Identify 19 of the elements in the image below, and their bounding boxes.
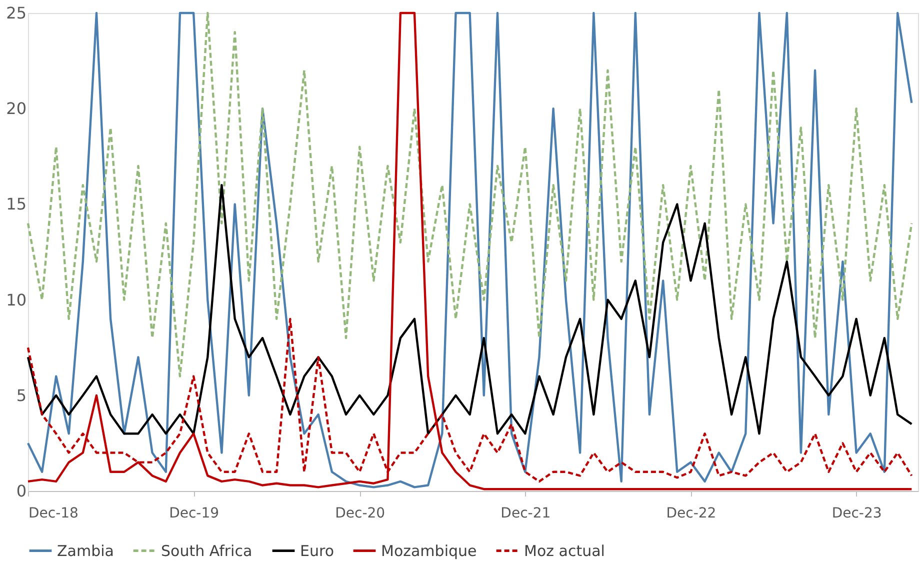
legend-label: Euro bbox=[300, 542, 334, 560]
y-tick-label: 10 bbox=[6, 290, 26, 310]
legend-label: South Africa bbox=[161, 542, 252, 560]
legend-label: Moz actual bbox=[524, 542, 605, 560]
line-series bbox=[26, 184, 913, 435]
y-tick-label: 20 bbox=[6, 99, 26, 118]
legend-label: Mozambique bbox=[381, 542, 477, 560]
x-tick-label: Dec-23 bbox=[832, 506, 882, 522]
x-tick-label: Dec-22 bbox=[666, 506, 716, 522]
legend-label: Zambia bbox=[57, 542, 114, 560]
y-tick-label: 25 bbox=[6, 4, 26, 22]
x-tick-label: Dec-20 bbox=[335, 506, 386, 522]
y-tick-label: 0 bbox=[16, 482, 26, 500]
x-tick-label: Dec-18 bbox=[28, 506, 78, 522]
y-tick-label: 5 bbox=[16, 386, 26, 405]
x-tick-label: Dec-19 bbox=[169, 506, 220, 522]
x-tick-label: Dec-21 bbox=[500, 506, 551, 522]
y-tick-label: 15 bbox=[6, 194, 26, 214]
line-series bbox=[26, 12, 913, 378]
